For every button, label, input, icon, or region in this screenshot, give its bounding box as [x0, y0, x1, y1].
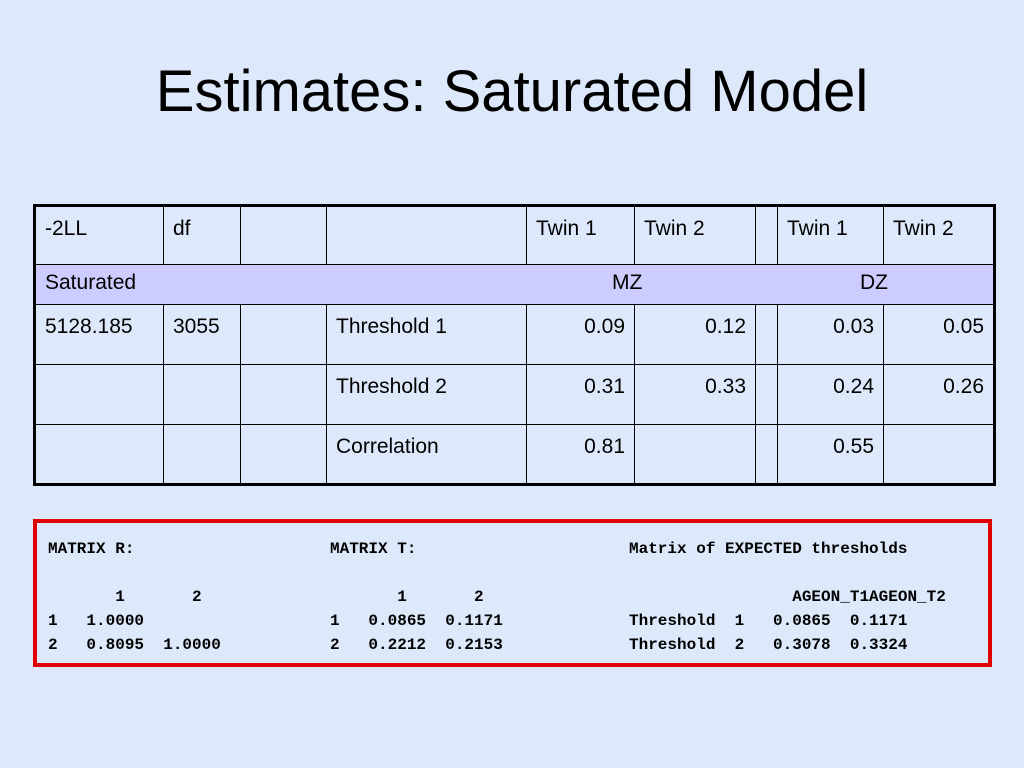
- header-cell: [755, 205, 778, 265]
- header-cell: Twin 2: [634, 205, 756, 265]
- table-row: Correlation 0.81 0.55: [34, 424, 995, 485]
- header-cell: Twin 2: [883, 205, 995, 265]
- header-cell: Twin 1: [777, 205, 884, 265]
- table-cell: [34, 424, 164, 485]
- table-cell: [240, 364, 327, 425]
- table-cell: 5128.185: [34, 304, 164, 365]
- table-cell: [883, 424, 995, 485]
- table-cell: [34, 364, 164, 425]
- matrix-r-text: MATRIX R: 1 2 1 1.0000 2 0.8095 1.0000: [48, 540, 221, 654]
- table-cell: 0.05: [883, 304, 995, 365]
- table-cell: 0.33: [634, 364, 756, 425]
- table-cell: [240, 424, 327, 485]
- model-band-row: Saturated MZ DZ: [34, 264, 995, 305]
- table-cell: [755, 364, 778, 425]
- table-header-row: -2LL df Twin 1 Twin 2 Twin 1 Twin 2: [34, 205, 995, 265]
- table-cell: Threshold 1: [326, 304, 527, 365]
- table-cell: 0.24: [777, 364, 884, 425]
- header-cell: Twin 1: [526, 205, 635, 265]
- mz-label: MZ: [612, 271, 643, 294]
- table-cell: 0.03: [777, 304, 884, 365]
- table-cell: 0.09: [526, 304, 635, 365]
- table-cell: [240, 304, 327, 365]
- matrix-output-box: MATRIX R: 1 2 1 1.0000 2 0.8095 1.0000 M…: [33, 519, 992, 667]
- table-cell: [634, 424, 756, 485]
- table-row: Threshold 2 0.31 0.33 0.24 0.26: [34, 364, 995, 425]
- table-cell: 0.12: [634, 304, 756, 365]
- page-title: Estimates: Saturated Model: [155, 59, 869, 124]
- table-cell: Threshold 2: [326, 364, 527, 425]
- table-cell: 0.26: [883, 364, 995, 425]
- table-cell: 0.31: [526, 364, 635, 425]
- table-cell: [755, 304, 778, 365]
- table-cell: 0.55: [777, 424, 884, 485]
- table-cell: 3055: [163, 304, 241, 365]
- header-cell: [240, 205, 327, 265]
- header-cell: [326, 205, 527, 265]
- table-cell: [163, 364, 241, 425]
- estimates-table: -2LL df Twin 1 Twin 2 Twin 1 Twin 2 Satu…: [33, 204, 996, 486]
- table-cell: Correlation: [326, 424, 527, 485]
- table-cell: [163, 424, 241, 485]
- matrix-t-text: MATRIX T: 1 2 1 0.0865 0.1171 2 0.2212 0…: [330, 540, 503, 654]
- header-cell: df: [163, 205, 241, 265]
- table-cell: [755, 424, 778, 485]
- dz-label: DZ: [860, 271, 888, 294]
- table-row: 5128.185 3055 Threshold 1 0.09 0.12 0.03…: [34, 304, 995, 365]
- expected-thresholds-text: Matrix of EXPECTED thresholds AGEON_T1AG…: [629, 540, 946, 654]
- table-cell: 0.81: [526, 424, 635, 485]
- header-cell: -2LL: [34, 205, 164, 265]
- model-label: Saturated: [45, 271, 137, 294]
- model-band-cell: Saturated MZ DZ: [34, 264, 995, 305]
